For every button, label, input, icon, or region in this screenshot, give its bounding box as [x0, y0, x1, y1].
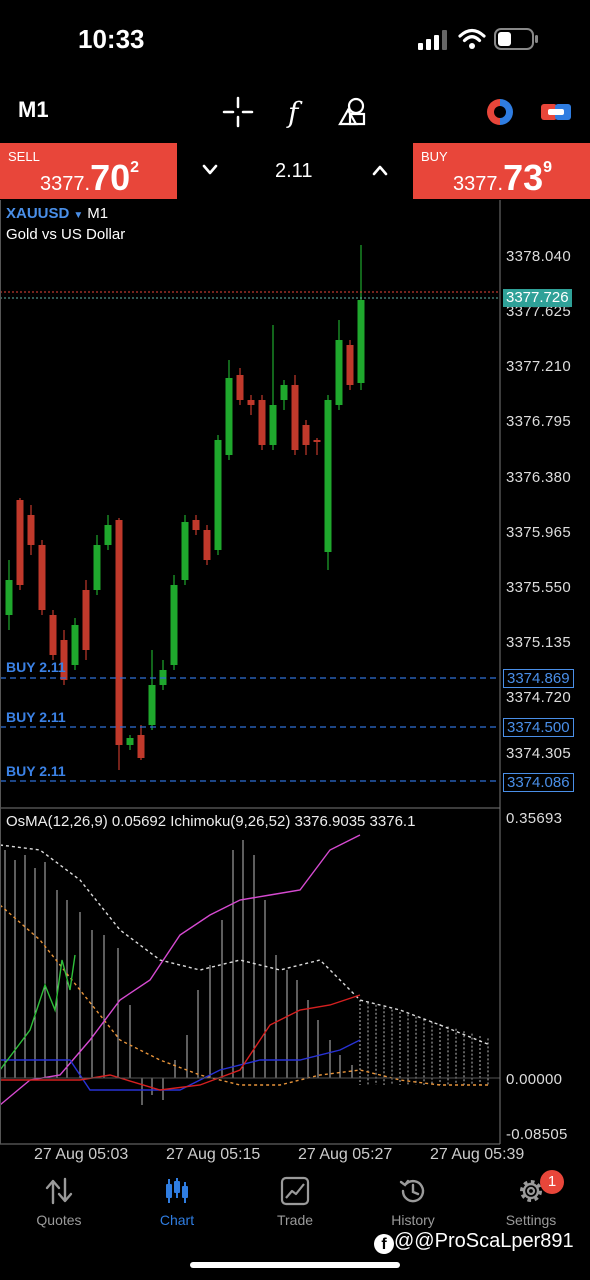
- buy-position-price-tag: 3374.500: [503, 718, 574, 737]
- candle-body: [27, 515, 35, 545]
- buy-position-price-tag: 3374.869: [503, 669, 574, 688]
- candle-body: [247, 400, 255, 405]
- price-axis-label: 3378.040: [506, 248, 571, 265]
- candle-body: [313, 440, 321, 442]
- price-axis-label: 3375.550: [506, 579, 571, 596]
- candle-body: [236, 375, 244, 400]
- settings-icon: [520, 1180, 542, 1202]
- buy-position-price-tag: 3374.086: [503, 773, 574, 792]
- sell-label: SELL: [8, 149, 40, 164]
- settings-notification-badge: 1: [540, 1170, 564, 1194]
- chart-symbol[interactable]: XAUUSD ▼ M1: [6, 205, 109, 222]
- timeframe-button[interactable]: M1: [18, 97, 49, 122]
- status-time: 10:33: [78, 24, 145, 54]
- history-icon: [399, 1179, 425, 1203]
- indicator-axis-label: 0.00000: [506, 1071, 563, 1088]
- quotes-icon: [45, 1177, 73, 1205]
- current-price-tag: 3377.726: [503, 289, 572, 307]
- candle-body: [38, 545, 46, 610]
- watermark: f @@ProScaLper891: [374, 1230, 574, 1254]
- candle-body: [115, 520, 123, 745]
- kijun-sen: [0, 1039, 361, 1091]
- candle-body: [335, 340, 343, 405]
- price-axis-label: 3375.135: [506, 634, 571, 651]
- price-axis-label: 3376.380: [506, 469, 571, 486]
- candle-body: [104, 525, 112, 545]
- chikou-span: [0, 834, 361, 1106]
- nav-chart[interactable]: Chart: [127, 1176, 227, 1228]
- nav-quotes[interactable]: Quotes: [9, 1176, 109, 1228]
- nav-settings[interactable]: Settings: [481, 1176, 581, 1228]
- candle-body: [203, 530, 211, 560]
- sell-price: 3377.702: [40, 157, 140, 198]
- time-axis-label: 27 Aug 05:27: [298, 1146, 393, 1163]
- buy-label: BUY: [421, 149, 448, 164]
- facebook-icon: f: [374, 1234, 394, 1254]
- price-axis-label: 3377.210: [506, 358, 571, 375]
- candle-body: [137, 735, 145, 758]
- sell-button[interactable]: SELL 3377.702: [0, 143, 177, 199]
- lot-decrease-icon[interactable]: [200, 162, 220, 178]
- buy-position-label[interactable]: BUY 2.11: [6, 763, 66, 779]
- home-indicator: [190, 1262, 400, 1268]
- candle-body: [357, 300, 365, 383]
- nav-trade[interactable]: Trade: [245, 1176, 345, 1228]
- buy-position-label[interactable]: BUY 2.11: [6, 709, 66, 725]
- candle-body: [49, 615, 57, 655]
- candle-body: [258, 400, 266, 445]
- candle-body: [192, 520, 200, 530]
- candle-body: [126, 738, 134, 745]
- buy-position-label[interactable]: BUY 2.11: [6, 659, 66, 675]
- buy-price: 3377.739: [453, 157, 553, 198]
- time-axis-label: 27 Aug 05:15: [166, 1146, 261, 1163]
- candle-body: [346, 345, 354, 385]
- indicators-icon[interactable]: f: [280, 96, 312, 128]
- candle-body: [93, 545, 101, 590]
- candle-body: [225, 378, 233, 455]
- candle-body: [214, 440, 222, 550]
- chart-description: Gold vs US Dollar: [6, 226, 126, 243]
- candle-body: [16, 500, 24, 585]
- candle-body: [291, 385, 299, 450]
- candle-body: [269, 405, 277, 445]
- candle-body: [60, 640, 68, 680]
- osma-signal-line: [0, 954, 76, 1071]
- tenkan-sen: [0, 994, 361, 1091]
- indicator-axis-label: -0.08505: [506, 1126, 568, 1143]
- chart-icon: [166, 1178, 188, 1203]
- senkou-span-a: [0, 844, 491, 1046]
- wifi-icon: [458, 28, 486, 49]
- candle-body: [82, 590, 90, 650]
- crosshair-icon[interactable]: [222, 96, 254, 128]
- lot-size-field[interactable]: 2.11: [275, 160, 313, 182]
- trade-icon: [280, 1176, 310, 1206]
- one-click-trading-icon[interactable]: [484, 96, 516, 128]
- price-axis-label: 3374.720: [506, 689, 571, 706]
- candle-body: [71, 625, 79, 665]
- price-axis-label: 3377.625: [506, 303, 571, 320]
- time-axis-label: 27 Aug 05:03: [34, 1146, 129, 1163]
- nav-history[interactable]: History: [363, 1176, 463, 1228]
- indicator-axis-label: 0.35693: [506, 810, 563, 827]
- price-axis-label: 3374.305: [506, 745, 571, 762]
- price-chart[interactable]: [0, 200, 590, 1145]
- buy-button[interactable]: BUY 3377.739: [413, 143, 590, 199]
- objects-icon[interactable]: [336, 96, 368, 128]
- candle-body: [170, 585, 178, 665]
- candle-body: [280, 385, 288, 400]
- lot-increase-icon[interactable]: [370, 162, 390, 178]
- price-axis-label: 3375.965: [506, 524, 571, 541]
- price-axis-label: 3376.795: [506, 413, 571, 430]
- battery-icon: [494, 28, 538, 50]
- svg-text:f: f: [286, 96, 303, 128]
- indicator-header: OsMA(12,26,9) 0.05692 Ichimoku(9,26,52) …: [6, 813, 416, 830]
- candle-body: [181, 522, 189, 580]
- candle-body: [5, 580, 13, 615]
- candle-body: [324, 400, 332, 552]
- time-axis-label: 27 Aug 05:39: [430, 1146, 525, 1163]
- trade-levels-icon[interactable]: [540, 96, 572, 128]
- cellular-signal-icon: [418, 30, 447, 50]
- candle-body: [302, 425, 310, 445]
- candle-body: [148, 685, 156, 725]
